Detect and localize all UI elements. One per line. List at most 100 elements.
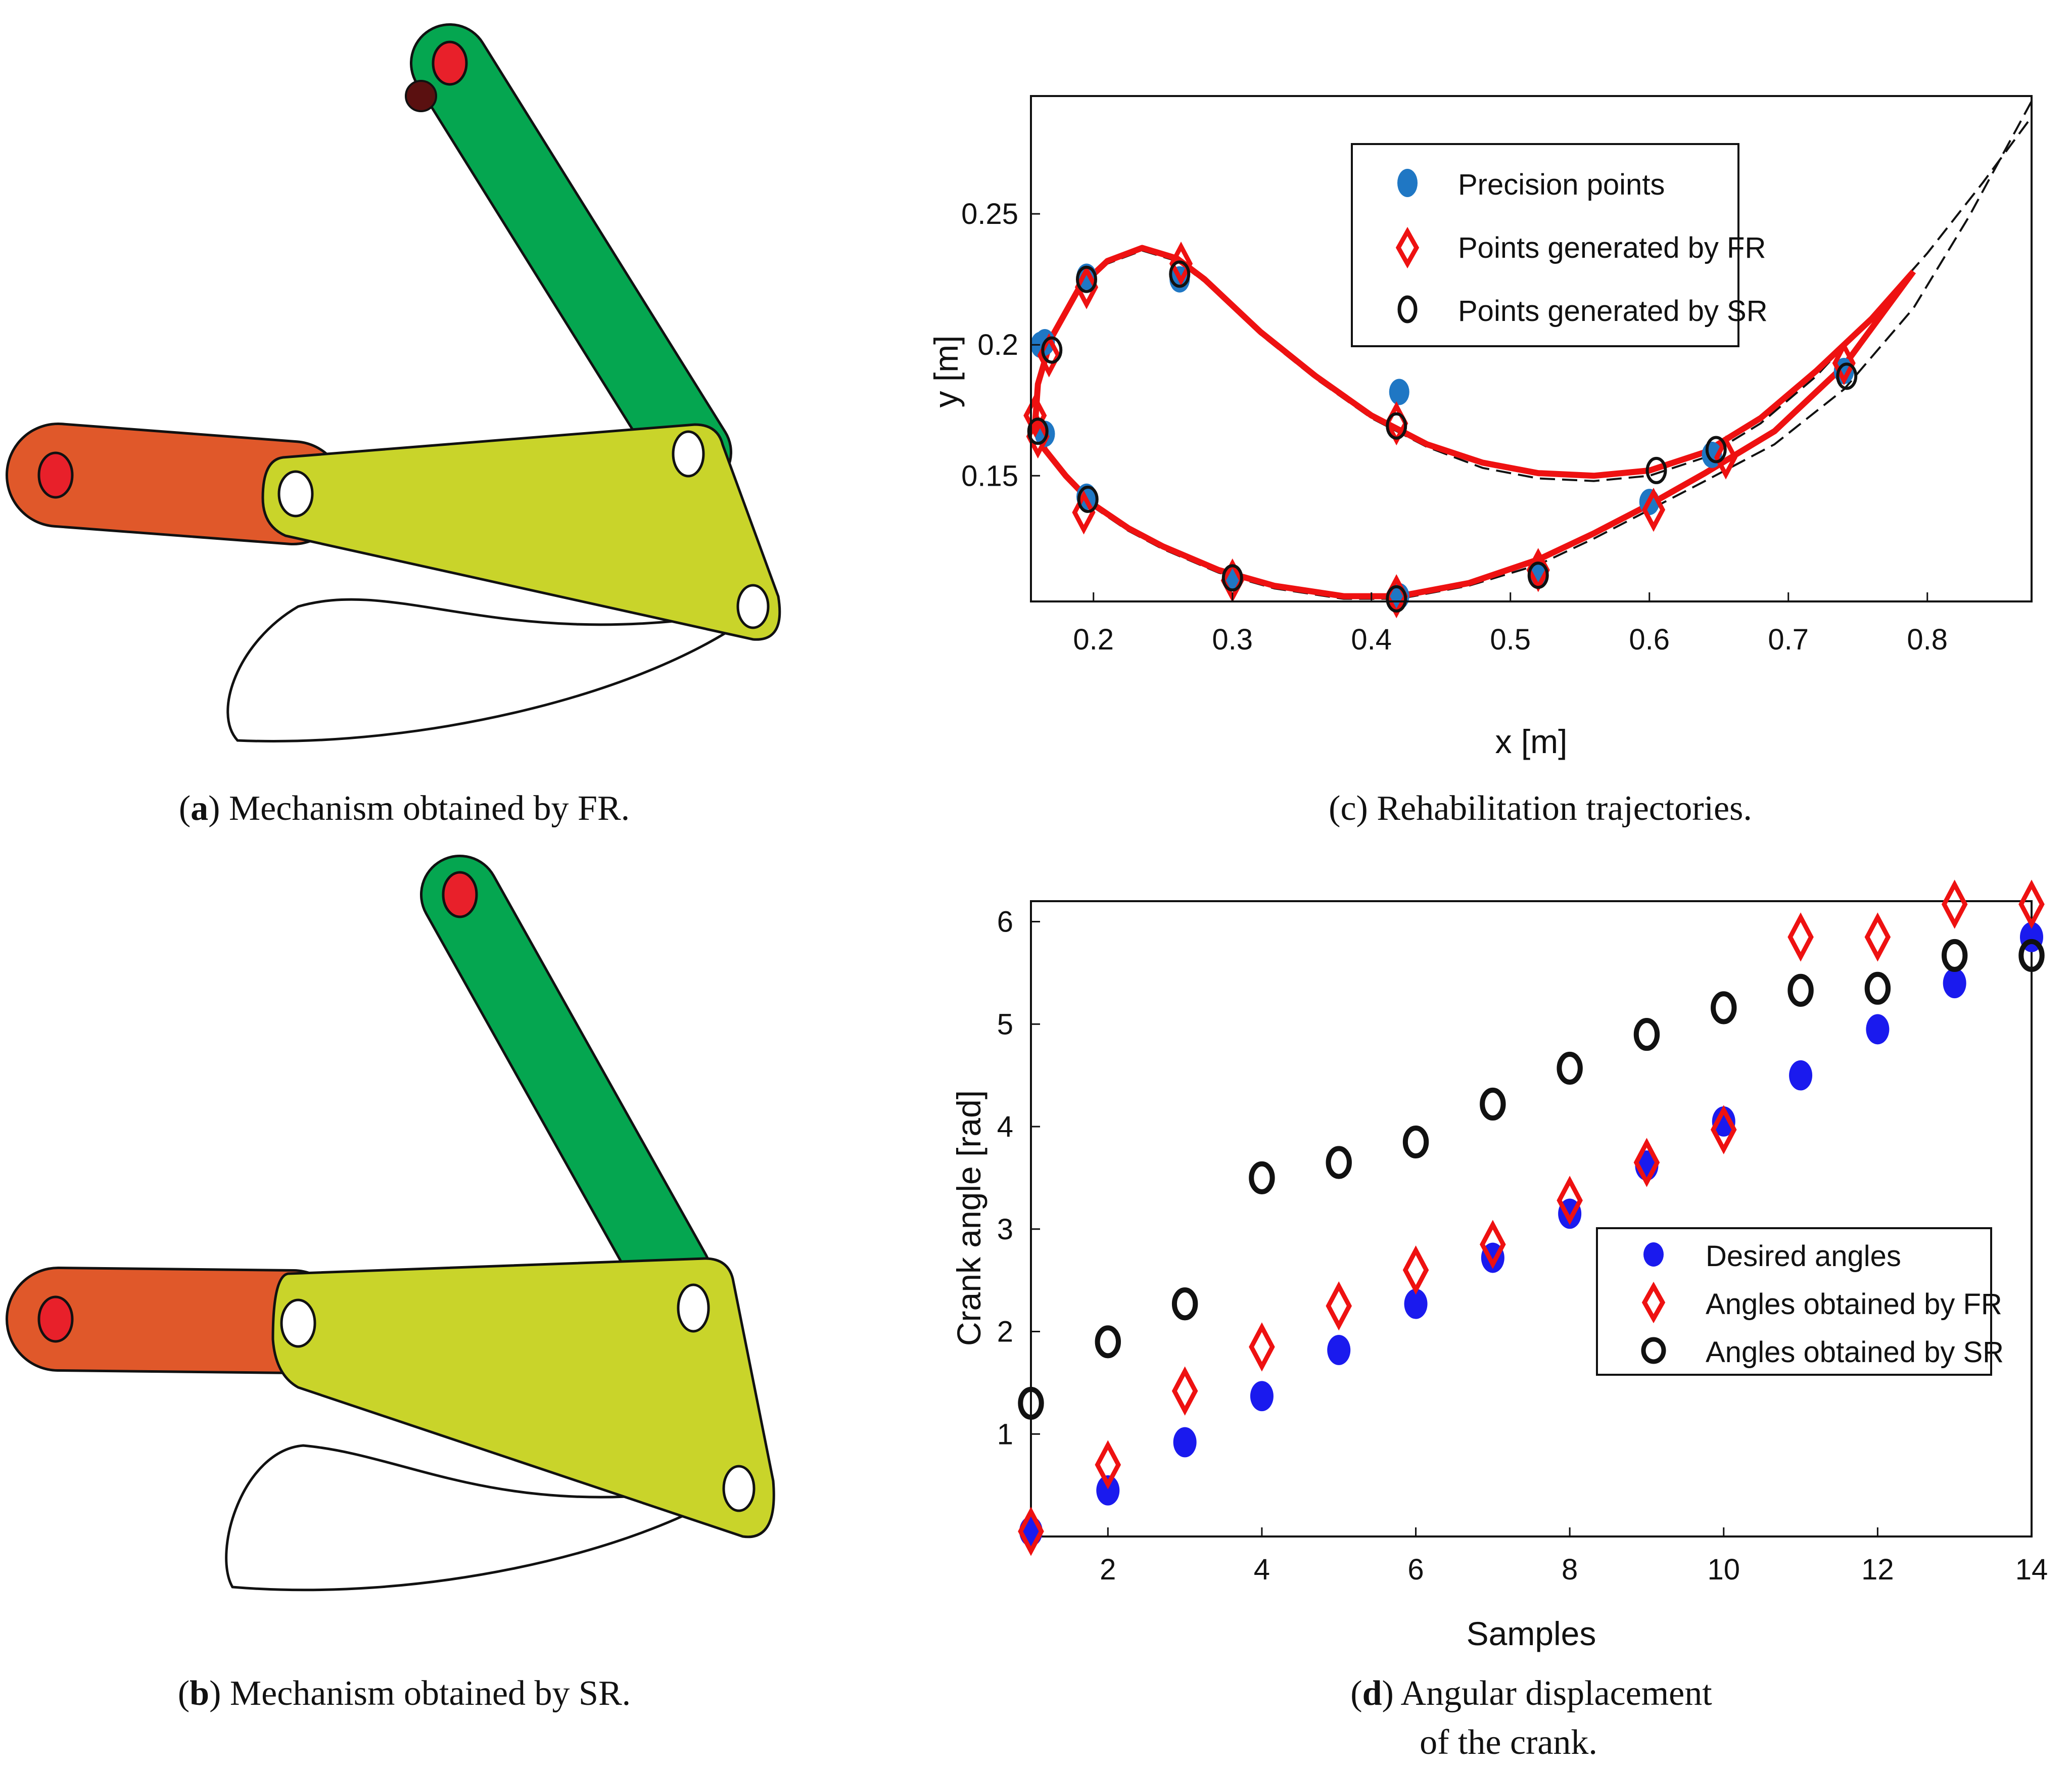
- chart-d-sr-point: [1787, 973, 1814, 1007]
- mechanism-sr-joint: [442, 871, 478, 918]
- chart-c-xtick-label: 0.3: [1212, 623, 1253, 656]
- chart-c-legend-sr: Points generated by SR: [1458, 295, 1768, 328]
- chart-d-legend-fr: Angles obtained by FR: [1706, 1288, 2002, 1321]
- chart-d-sr-point: [1557, 1051, 1583, 1085]
- chart-d-legend-marker-fr: [1641, 1281, 1666, 1324]
- chart-d-legend-sr: Angles obtained by SR: [1706, 1336, 2004, 1369]
- chart-c-xtick-label: 0.5: [1490, 623, 1531, 656]
- chart-c-sr-point: [1836, 362, 1858, 390]
- chart-c-legend-fr: Points generated by FR: [1458, 231, 1766, 264]
- chart-c-ylabel: y [m]: [927, 336, 965, 408]
- chart-d-fr-point: [1633, 1138, 1660, 1187]
- chart-d-desired-point: [1173, 1427, 1197, 1458]
- chart-d-fr-point: [1095, 1440, 1121, 1489]
- chart-d-fr-point: [1710, 1105, 1737, 1154]
- mechanism-fr-crank: [6, 423, 346, 545]
- chart-c-xtick-label: 0.2: [1073, 623, 1114, 656]
- mechanism-sr-joint: [37, 1295, 74, 1343]
- chart-d-desired-point: [1404, 1288, 1428, 1319]
- chart-c-ytick-label: 0.15: [961, 459, 1018, 492]
- chart-c-fr-point: [1074, 265, 1099, 309]
- caption-d-line2: of the crank.: [1420, 1723, 1597, 1762]
- mechanism-fr-joint: [672, 430, 705, 478]
- chart-c-legend-marker-sr: [1397, 295, 1418, 323]
- chart-d-ylabel: Crank angle [rad]: [950, 1090, 987, 1346]
- chart-c-fr-point: [1714, 435, 1738, 480]
- mechanism-fr-joint: [432, 40, 468, 86]
- chart-c-precision-point: [1389, 379, 1409, 405]
- chart-c-ytick-label: 0.2: [977, 329, 1018, 361]
- chart-c-xtick-label: 0.6: [1629, 623, 1670, 656]
- chart-c-sr-point: [1645, 456, 1667, 484]
- mechanism-sr-joint: [280, 1298, 316, 1348]
- chart-d-desired-point: [1943, 968, 1966, 999]
- mechanism-sr-rocker: [420, 855, 712, 1314]
- chart-d-fr-point: [1402, 1245, 1429, 1295]
- chart-d-legend: Desired angles Angles obtained by FR Ang…: [1596, 1227, 2004, 1376]
- mechanism-sr-joint: [722, 1465, 756, 1512]
- chart-d-xtick-label: 10: [1708, 1553, 1740, 1586]
- mechanism-fr: [6, 23, 781, 742]
- mechanism-fr-joint: [37, 451, 74, 499]
- chart-d-fr-point: [1249, 1322, 1275, 1372]
- chart-d-fr-point: [1326, 1281, 1352, 1331]
- caption-a: (a) Mechanism obtained by FR.: [179, 789, 630, 828]
- caption-d: (d) Angular displacement: [1350, 1674, 1712, 1713]
- chart-d-frame: [1030, 900, 2033, 1538]
- chart-c-legend-marker-fr: [1395, 226, 1420, 269]
- chart-d-xtick-label: 2: [1100, 1553, 1116, 1586]
- chart-c-fr-point: [1072, 490, 1096, 535]
- chart-d-desired-point: [1712, 1106, 1735, 1137]
- chart-d-sr-point: [1095, 1325, 1121, 1359]
- chart-c-sr-point: [1527, 562, 1549, 589]
- chart-d-ytick-label: 5: [997, 1008, 1013, 1041]
- chart-c-ytick-label: 0.25: [961, 198, 1018, 230]
- mechanism-sr-joint: [677, 1283, 710, 1333]
- chart-d-sr-point: [1864, 971, 1891, 1005]
- chart-c-xtick-label: 0.8: [1907, 623, 1948, 656]
- chart-d-fr-point: [1787, 912, 1814, 962]
- chart-d-desired-point: [1250, 1381, 1274, 1412]
- chart-d-ytick-label: 3: [997, 1213, 1013, 1246]
- chart-c-sr-point: [1221, 564, 1243, 592]
- chart-c-sr-point: [1169, 260, 1191, 288]
- chart-c-fr-point: [1023, 393, 1047, 438]
- chart-c-sr-point: [1705, 436, 1727, 463]
- chart-d-xtick-label: 4: [1254, 1553, 1270, 1586]
- chart-d-legend-marker-desired: [1643, 1242, 1664, 1267]
- chart-d-xtick-label: 6: [1407, 1553, 1424, 1586]
- chart-d-sr-point: [1402, 1125, 1429, 1159]
- mechanism-fr-rocker: [410, 23, 732, 492]
- chart-c-sr-point: [1076, 265, 1097, 293]
- chart-d-xtick-label: 8: [1562, 1553, 1578, 1586]
- mechanism-fr-joint: [736, 584, 770, 629]
- chart-trajectories: 0.2 0.3 0.4 0.5 0.6 0.7 0.8 0.15 0.2 0.25 x [m] y…: [927, 95, 2033, 760]
- chart-d-desired-point: [1327, 1335, 1351, 1365]
- chart-d-ytick-label: 1: [997, 1418, 1013, 1451]
- mechanism-fr-coupler: [261, 423, 781, 641]
- chart-d-desired-point: [1866, 1014, 1890, 1045]
- chart-d-sr-point: [1326, 1146, 1352, 1179]
- chart-d-sr-point: [1633, 1017, 1660, 1051]
- chart-c-xtick-label: 0.4: [1351, 623, 1392, 656]
- chart-d-legend-marker-sr: [1641, 1337, 1666, 1364]
- chart-c-sr-point: [1386, 412, 1407, 440]
- chart-d-fr-point: [1018, 1507, 1044, 1556]
- chart-d-sr-point: [1018, 1386, 1044, 1420]
- chart-c-xlabel: x [m]: [1495, 723, 1568, 760]
- chart-d-desired-point: [1096, 1475, 1120, 1506]
- chart-d-sr-point: [2018, 939, 2045, 972]
- mechanism-sr-coupler: [271, 1257, 775, 1539]
- chart-d-desired-point: [1789, 1060, 1813, 1091]
- chart-d-xtick-label: 12: [1861, 1553, 1894, 1586]
- chart-d-fr-point: [1557, 1176, 1583, 1225]
- chart-c-sr-point: [1077, 485, 1099, 513]
- chart-c-fr-point: [1832, 341, 1856, 386]
- chart-d-sr-point: [1249, 1161, 1275, 1195]
- chart-d-fr-point: [2018, 879, 2045, 929]
- chart-d-ytick-label: 4: [997, 1110, 1013, 1143]
- chart-c-frame: [1030, 95, 2033, 602]
- chart-d-sr-point: [1941, 939, 1968, 972]
- chart-d-fr-point: [1480, 1220, 1506, 1269]
- chart-c-sr-curve: [1034, 101, 2033, 600]
